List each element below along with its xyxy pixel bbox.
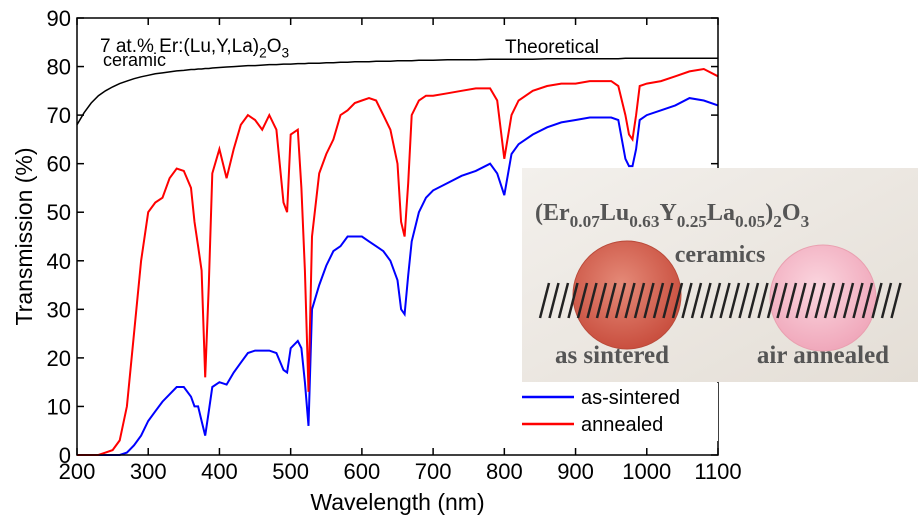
hatch (624, 282, 636, 319)
disc-annealed (769, 244, 877, 352)
text-part: 0.63 (629, 212, 660, 231)
x-axis-title: Wavelength (nm) (310, 489, 484, 515)
hatch (747, 282, 760, 319)
hatch (890, 282, 902, 319)
text-part: 2 (259, 46, 267, 61)
hatch (548, 282, 560, 319)
hatch (595, 282, 608, 319)
y-axis-title: Transmission (%) (11, 147, 37, 325)
inset-right-caption: air annealed (757, 342, 889, 369)
hatch (633, 282, 646, 319)
text-part: Y (659, 200, 676, 226)
hatch (671, 282, 684, 319)
y-tick-label: 50 (47, 200, 71, 225)
text-part: (Er (535, 200, 570, 226)
y-tick-label: 80 (47, 55, 71, 80)
hatch (823, 282, 836, 319)
y-tick-label: 40 (47, 249, 71, 274)
text-part: 3 (801, 212, 810, 231)
text-part: 7 at.% Er:(Lu,Y,La) (100, 36, 259, 57)
inset-photo: ceramics as sintered air annealed (522, 168, 918, 382)
legend-label: annealed (581, 414, 663, 436)
x-tick-label: 400 (201, 459, 238, 484)
text-part: 0.05 (735, 212, 765, 231)
hatch (861, 282, 874, 319)
y-tick-label: 90 (47, 6, 71, 31)
y-tick-label: 10 (47, 394, 71, 419)
hatch (719, 282, 731, 319)
hatch (576, 282, 589, 319)
hatch (643, 282, 655, 319)
hatch (728, 282, 741, 319)
x-tick-label: 600 (344, 459, 381, 484)
hatch (804, 282, 817, 319)
hatch (662, 282, 674, 319)
theoretical-line (76, 57, 718, 126)
x-tick-label: 1100 (694, 459, 741, 484)
x-tick-label: 900 (557, 459, 594, 484)
text-part: 0.25 (677, 212, 707, 231)
x-tick-label: 200 (59, 459, 96, 484)
y-tick-label: 0 (59, 443, 71, 468)
hatch (681, 282, 693, 319)
hatch (814, 282, 826, 319)
hatch (690, 282, 703, 319)
legend-label: as-sintered (581, 387, 680, 409)
x-tick-label: 500 (272, 459, 309, 484)
y-tick-label: 20 (47, 346, 71, 371)
text-part: O (782, 200, 801, 226)
disc-as-sintered (572, 240, 682, 350)
y-tick-label: 30 (47, 297, 71, 322)
hatch (880, 282, 893, 319)
inset-left-caption: as sintered (555, 342, 669, 369)
hatch (605, 282, 617, 319)
hatch (785, 282, 798, 319)
text-part: ) (765, 200, 773, 226)
text-part: 3 (282, 46, 290, 61)
x-tick-label: 1000 (622, 459, 671, 484)
hatch (567, 282, 579, 319)
x-tick-label: 700 (415, 459, 452, 484)
series-line (77, 97, 719, 456)
hatch (766, 282, 779, 319)
inset-subtitle: ceramics (675, 242, 766, 268)
sample-label-line2: ceramic (103, 50, 166, 70)
hatch (700, 282, 712, 319)
theoretical-label: Theoretical (505, 37, 599, 58)
hatch (842, 282, 855, 319)
text-part: 0.07 (570, 212, 601, 231)
sample-label: 7 at.% Er:(Lu,Y,La)2O3 (100, 36, 289, 61)
hatch (776, 282, 788, 319)
x-tick-label: 300 (130, 459, 167, 484)
text-part: O (267, 36, 282, 57)
hatch (833, 282, 845, 319)
hatch (614, 282, 627, 319)
hatch (871, 282, 883, 319)
x-tick-label: 800 (486, 459, 523, 484)
series-line (77, 67, 719, 456)
inset-formula: (Er0.07Lu0.63Y0.25La0.05)2O3 (535, 200, 810, 231)
hatch (652, 282, 665, 319)
hatch (557, 282, 570, 319)
legend-box (518, 383, 718, 441)
y-tick-label: 70 (47, 103, 71, 128)
text-part: La (707, 200, 735, 226)
hatch (586, 282, 598, 319)
text-part: 2 (773, 212, 782, 231)
text-part: Lu (600, 200, 629, 226)
hatch (738, 282, 750, 319)
hatch (795, 282, 807, 319)
y-tick-label: 60 (47, 152, 71, 177)
hatch (538, 282, 551, 319)
hatch (852, 282, 864, 319)
hatch (757, 282, 769, 319)
hatch (709, 282, 722, 319)
